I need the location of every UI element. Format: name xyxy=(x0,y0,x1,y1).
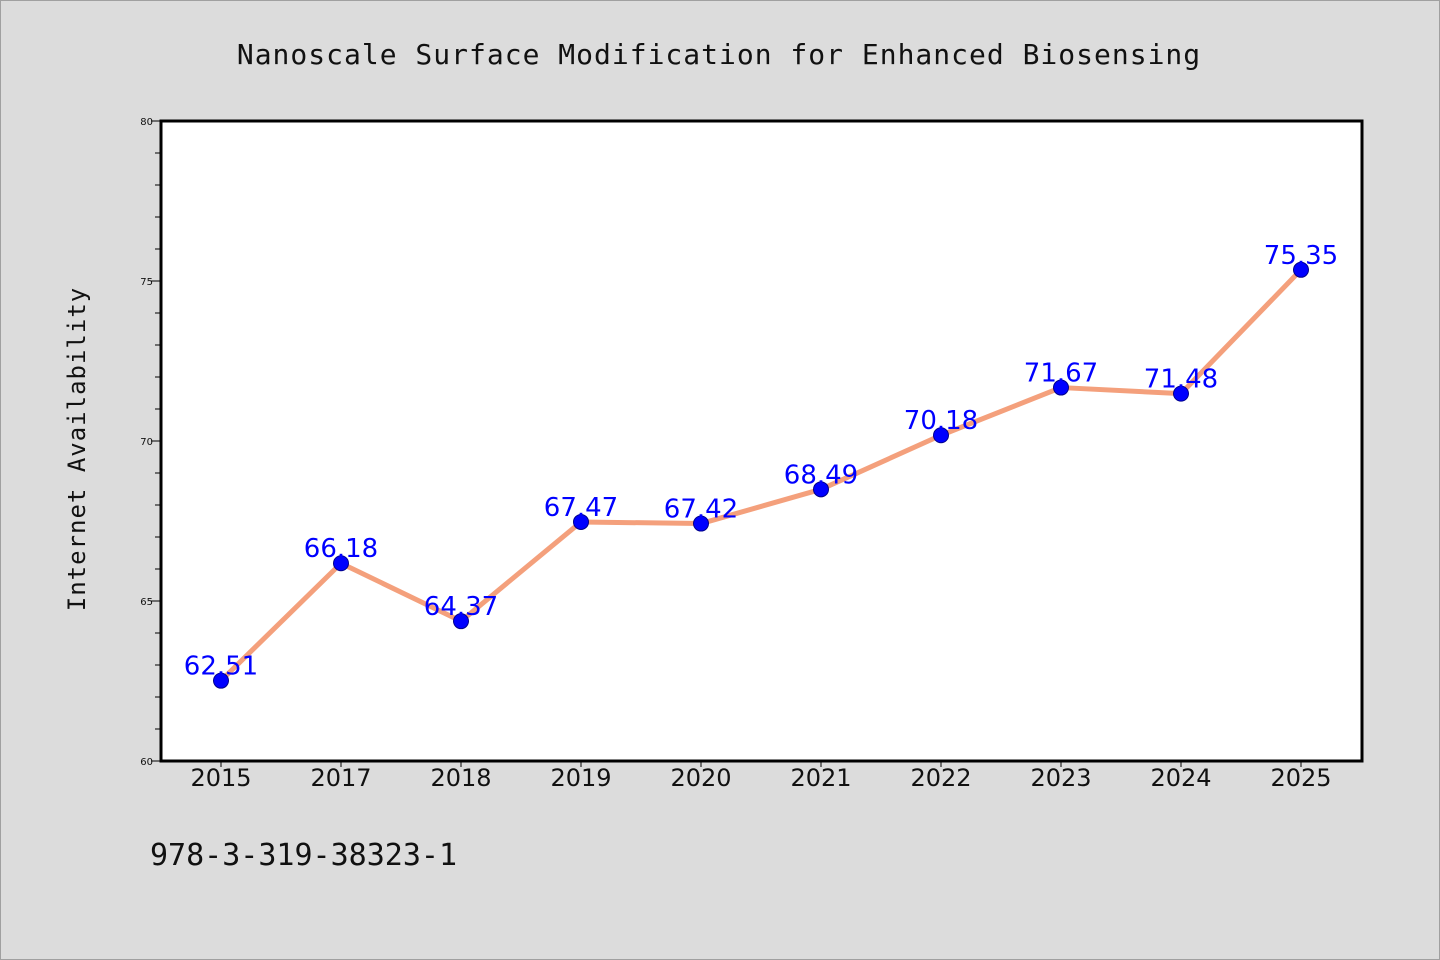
data-label: 71.48 xyxy=(1144,365,1218,395)
x-tick-label: 2021 xyxy=(790,764,851,792)
chart-title: Nanoscale Surface Modification for Enhan… xyxy=(237,38,1201,71)
x-tick-label: 2020 xyxy=(670,764,731,792)
data-label: 67.47 xyxy=(544,493,618,523)
x-tick-label: 2025 xyxy=(1270,764,1331,792)
data-point xyxy=(813,481,829,498)
y-tick-label: 80 xyxy=(140,117,153,128)
data-label: 68.49 xyxy=(784,460,858,490)
series-layer: 62.51 66.18 64.37 67.47 67.42 68.49 70.18 71.67… xyxy=(184,241,1338,689)
y-axis-label: Internet Availability xyxy=(63,287,91,611)
data-point xyxy=(1053,379,1069,396)
x-tick-label: 2024 xyxy=(1150,764,1211,792)
x-tick-label: 2017 xyxy=(310,764,371,792)
y-axis-ticks: 60 65 70 75 80 xyxy=(140,117,161,768)
x-tick-label: 2019 xyxy=(550,764,611,792)
data-label: 70.18 xyxy=(904,406,978,436)
data-label: 75.35 xyxy=(1264,241,1338,271)
y-tick-label: 75 xyxy=(140,277,153,288)
isbn-footnote: 978-3-319-38323-1 xyxy=(150,838,457,873)
x-tick-label: 2023 xyxy=(1030,764,1091,792)
data-label: 64.37 xyxy=(424,592,498,622)
data-point xyxy=(1173,385,1189,402)
data-point xyxy=(933,427,949,444)
data-point xyxy=(573,513,589,530)
x-tick-label: 2015 xyxy=(190,764,251,792)
data-label: 66.18 xyxy=(304,534,378,564)
data-point xyxy=(1293,261,1309,278)
data-label: 71.67 xyxy=(1024,359,1098,389)
data-point xyxy=(333,555,349,572)
series-line xyxy=(218,267,1304,684)
y-tick-label: 60 xyxy=(140,757,153,768)
x-axis-ticks: 2015 2017 2018 2019 2020 2021 2022 2023 2024 2025 xyxy=(190,761,1332,792)
data-label: 67.42 xyxy=(664,495,738,525)
data-point xyxy=(213,672,229,689)
y-tick-label: 65 xyxy=(140,597,153,608)
x-tick-label: 2018 xyxy=(430,764,491,792)
plot-area xyxy=(159,119,1364,763)
data-point xyxy=(453,613,469,630)
data-point xyxy=(693,515,709,532)
x-tick-label: 2022 xyxy=(910,764,971,792)
data-label: 62.51 xyxy=(184,652,258,682)
y-tick-label: 70 xyxy=(140,437,153,448)
